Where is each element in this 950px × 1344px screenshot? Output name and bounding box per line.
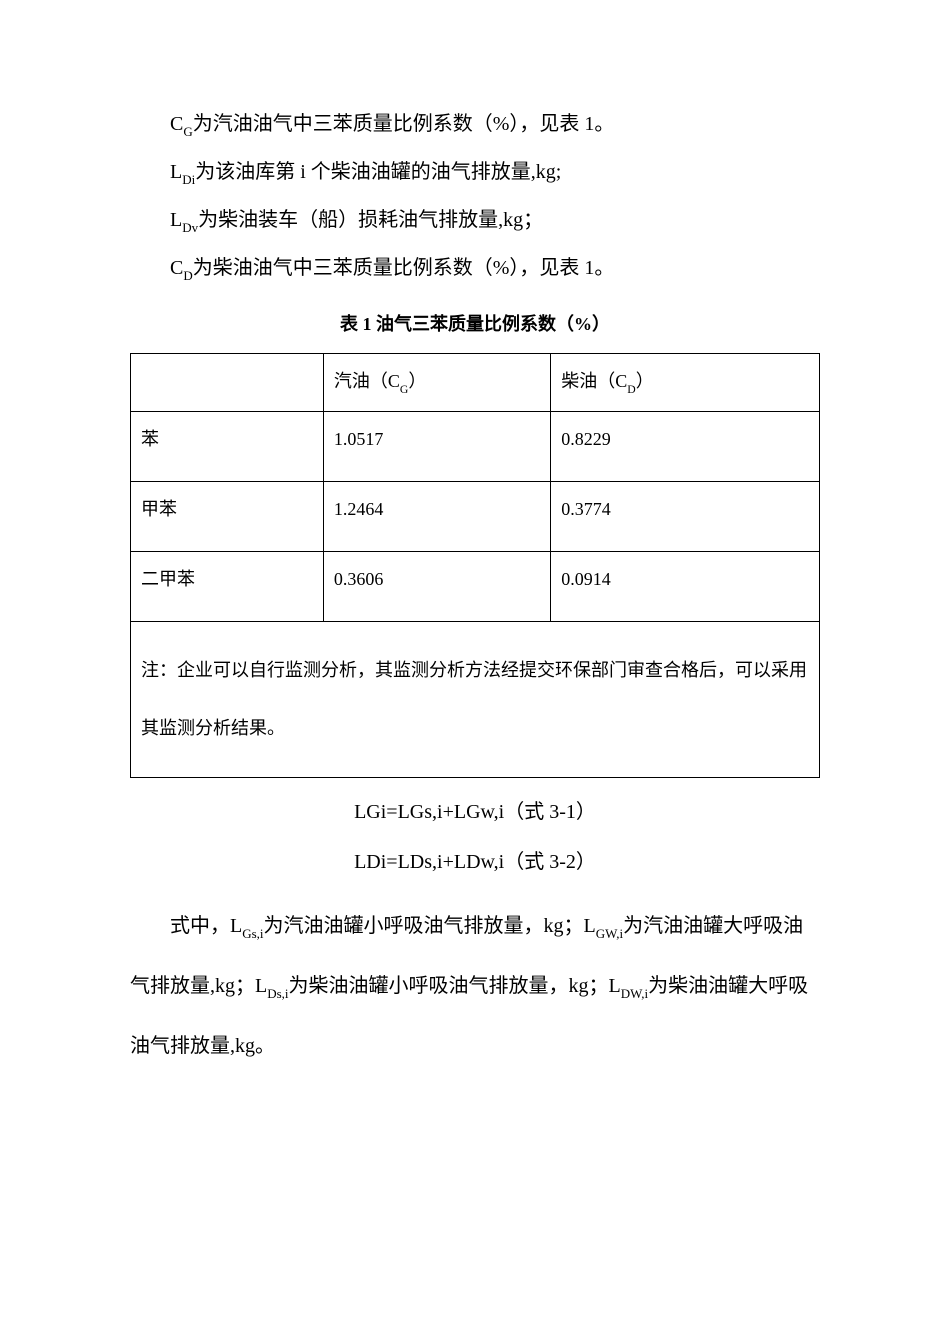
text: L <box>170 161 182 183</box>
text: L <box>170 209 182 231</box>
paragraph-ldi: LDi为该油库第 i 个柴油油罐的油气排放量,kg; <box>130 148 820 196</box>
table-cell: 苯 <box>131 411 324 481</box>
formula-expr: LDi=LDs,i+LDw,i <box>354 851 504 873</box>
formula-3-2: LDi=LDs,i+LDw,i（式 3-2） <box>130 846 820 878</box>
table-title: 表 1 油气三苯质量比例系数（%） <box>130 310 820 339</box>
formula-label: （式 3-2） <box>504 851 596 873</box>
text: 为柴油油气中三苯质量比例系数（%），见表 1。 <box>193 257 615 279</box>
table-cell: 甲苯 <box>131 481 324 551</box>
table-cell: 1.2464 <box>323 481 550 551</box>
subscript: Di <box>182 172 195 187</box>
text: ） <box>408 371 426 391</box>
text: 为该油库第 i 个柴油油罐的油气排放量,kg; <box>195 161 561 183</box>
table-note-cell: 注：企业可以自行监测分析，其监测分析方法经提交环保部门审查合格后，可以采用其监测… <box>131 621 820 777</box>
table-cell: 0.3774 <box>551 481 820 551</box>
text: ） <box>636 371 654 391</box>
coefficient-table: 汽油（CG） 柴油（CD） 苯 1.0517 0.8229 甲苯 1.2464 … <box>130 353 820 778</box>
table-cell: 0.3606 <box>323 551 550 621</box>
text: C <box>170 113 183 135</box>
formula-3-1: LGi=LGs,i+LGw,i（式 3-1） <box>130 796 820 828</box>
table-cell: 1.0517 <box>323 411 550 481</box>
table-cell: 二甲苯 <box>131 551 324 621</box>
table-cell: 0.0914 <box>551 551 820 621</box>
subscript: Ds,i <box>267 986 288 1001</box>
subscript: Gs,i <box>242 926 263 941</box>
table-header-row: 汽油（CG） 柴油（CD） <box>131 353 820 411</box>
table-note-row: 注：企业可以自行监测分析，其监测分析方法经提交环保部门审查合格后，可以采用其监测… <box>131 621 820 777</box>
formula-expr: LGi=LGs,i+LGw,i <box>354 801 504 823</box>
subscript: D <box>183 268 192 283</box>
subscript: D <box>627 383 635 396</box>
subscript: DW,i <box>621 986 648 1001</box>
text: 式中，L <box>170 915 242 937</box>
table-row: 二甲苯 0.3606 0.0914 <box>131 551 820 621</box>
text: 为汽油油气中三苯质量比例系数（%），见表 1。 <box>193 113 615 135</box>
subscript: Dv <box>182 220 198 235</box>
subscript: GW,i <box>596 926 623 941</box>
text: 为柴油装车（船）损耗油气排放量,kg； <box>198 209 543 231</box>
table-header-cell <box>131 353 324 411</box>
text: C <box>170 257 183 279</box>
text: 柴油（C <box>561 371 627 391</box>
paragraph-explanation: 式中，LGs,i为汽油油罐小呼吸油气排放量，kg；LGW,i为汽油油罐大呼吸油气… <box>130 896 820 1076</box>
table-header-cell: 柴油（CD） <box>551 353 820 411</box>
table-row: 甲苯 1.2464 0.3774 <box>131 481 820 551</box>
table-row: 苯 1.0517 0.8229 <box>131 411 820 481</box>
text: 为汽油油罐小呼吸油气排放量，kg；L <box>264 915 596 937</box>
text: 为柴油油罐小呼吸油气排放量，kg；L <box>289 975 621 997</box>
subscript: G <box>183 124 192 139</box>
formula-label: （式 3-1） <box>504 801 596 823</box>
paragraph-cg: CG为汽油油气中三苯质量比例系数（%），见表 1。 <box>130 100 820 148</box>
table-header-cell: 汽油（CG） <box>323 353 550 411</box>
subscript: G <box>400 383 408 396</box>
text: 汽油（C <box>334 371 400 391</box>
paragraph-ldv: LDv为柴油装车（船）损耗油气排放量,kg； <box>130 196 820 244</box>
table-cell: 0.8229 <box>551 411 820 481</box>
paragraph-cd: CD为柴油油气中三苯质量比例系数（%），见表 1。 <box>130 244 820 292</box>
